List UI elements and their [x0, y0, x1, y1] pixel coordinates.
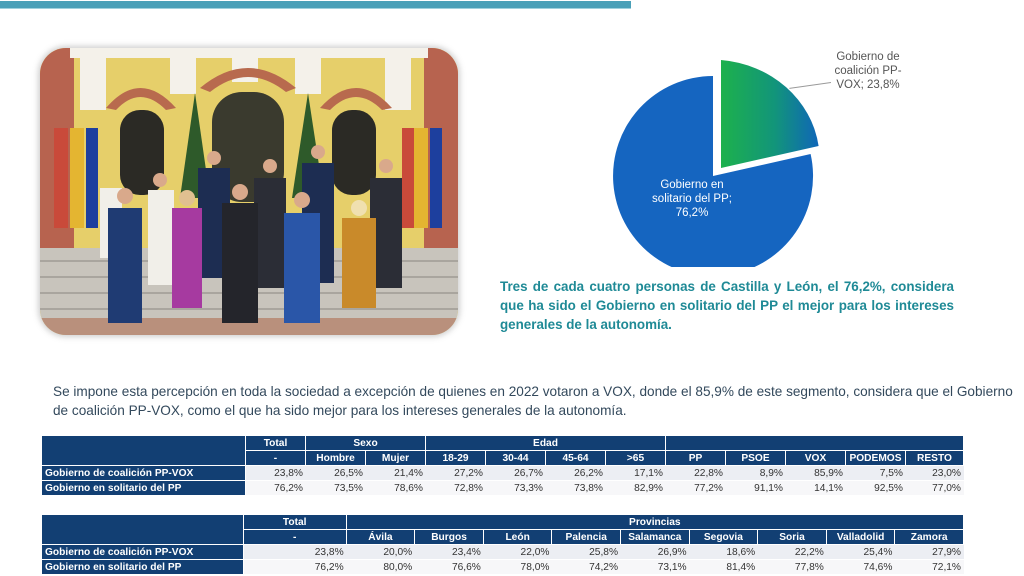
table-cell: 7,5%: [846, 466, 906, 481]
table-cell: 91,1%: [726, 481, 786, 496]
header-accent-bar: [0, 1, 631, 9]
photo-illustration: [40, 48, 458, 335]
column-header: Zamora: [895, 530, 964, 545]
table-cell: 26,7%: [486, 466, 546, 481]
pie-label-coalicion: Gobierno de coalición PP- VOX; 23,8%: [834, 51, 902, 91]
table-cell: 73,8%: [546, 481, 606, 496]
table-cell: 8,9%: [726, 466, 786, 481]
pie-slice-coalicion: [721, 60, 819, 168]
table-cell: 18,6%: [689, 545, 759, 560]
table-cell: 82,9%: [606, 481, 666, 496]
table-cell: 77,8%: [758, 560, 827, 575]
pie-chart: [610, 52, 840, 276]
table-cell: 27,9%: [895, 545, 964, 560]
column-header: -: [246, 451, 306, 466]
table-cell: 27,2%: [426, 466, 486, 481]
column-header: Segovia: [689, 530, 759, 545]
pie-label-pp-solo: Gobierno en solitario del PP; 76,2%: [652, 179, 732, 219]
government-group-photo: [40, 48, 458, 335]
table-row: Gobierno de coalición PP-VOX 23,8% 20,0%…: [42, 545, 964, 560]
column-header: -: [243, 530, 347, 545]
column-header: Hombre: [306, 451, 366, 466]
table-cell: 73,1%: [621, 560, 690, 575]
column-header: PODEMOS: [846, 451, 906, 466]
results-by-province-table: Total Provincias - Ávila Burgos León Pal…: [42, 515, 964, 575]
pie-slice-pp-solo: [613, 76, 814, 276]
table-cell: 22,0%: [483, 545, 553, 560]
table-cell: 76,6%: [415, 560, 484, 575]
column-header: Soria: [758, 530, 827, 545]
table-row: Gobierno en solitario del PP 76,2% 80,0%…: [42, 560, 964, 575]
table-cell: 23,4%: [415, 545, 484, 560]
row-label: Gobierno de coalición PP-VOX: [42, 545, 244, 560]
pie-chart-svg: [613, 60, 819, 276]
column-header: León: [483, 530, 553, 545]
column-header: Ávila: [346, 530, 416, 545]
table-corner: [42, 515, 244, 545]
column-header: PSOE: [726, 451, 786, 466]
table-cell: 72,1%: [895, 560, 964, 575]
table-corner: [42, 436, 246, 466]
table-cell: 73,5%: [306, 481, 366, 496]
table-cell: 72,8%: [426, 481, 486, 496]
column-header: Salamanca: [621, 530, 690, 545]
table-cell: 14,1%: [786, 481, 846, 496]
table-row: Gobierno de coalición PP-VOX 23,8% 26,5%…: [42, 466, 964, 481]
table-cell: 77,2%: [666, 481, 726, 496]
table-cell: 80,0%: [346, 560, 416, 575]
table-cell: 76,2%: [243, 560, 347, 575]
column-header: Burgos: [415, 530, 484, 545]
table-cell: 21,4%: [366, 466, 426, 481]
table-cell: 85,9%: [786, 466, 846, 481]
column-header: VOX: [786, 451, 846, 466]
column-header: PP: [666, 451, 726, 466]
row-label: Gobierno en solitario del PP: [42, 481, 246, 496]
column-header: 45-64: [546, 451, 606, 466]
table-cell: 22,2%: [758, 545, 827, 560]
results-by-sex-age-party-table: Total Sexo Edad - Hombre Mujer 18-29 30-…: [42, 436, 964, 496]
group-header-sexo: Sexo: [306, 436, 426, 451]
column-header: >65: [606, 451, 666, 466]
table-cell: 23,8%: [246, 466, 306, 481]
column-header: Palencia: [552, 530, 622, 545]
table-cell: 22,8%: [666, 466, 726, 481]
table-cell: 76,2%: [246, 481, 306, 496]
column-header: 30-44: [486, 451, 546, 466]
table-cell: 73,3%: [486, 481, 546, 496]
table-cell: 26,2%: [546, 466, 606, 481]
table-cell: 17,1%: [606, 466, 666, 481]
column-header: RESTO: [906, 451, 964, 466]
row-label: Gobierno en solitario del PP: [42, 560, 244, 575]
column-header: Mujer: [366, 451, 426, 466]
table-cell: 25,4%: [826, 545, 896, 560]
row-label: Gobierno de coalición PP-VOX: [42, 466, 246, 481]
table-cell: 78,6%: [366, 481, 426, 496]
table-cell: 26,9%: [621, 545, 690, 560]
table-cell: 81,4%: [689, 560, 759, 575]
table-cell: 20,0%: [346, 545, 416, 560]
group-header-edad: Edad: [426, 436, 666, 451]
group-header-total: Total: [246, 436, 306, 451]
table-cell: 92,5%: [846, 481, 906, 496]
table-cell: 25,8%: [552, 545, 622, 560]
table-row: Gobierno en solitario del PP 76,2% 73,5%…: [42, 481, 964, 496]
intro-paragraph: Se impone esta percepción en toda la soc…: [53, 384, 1013, 418]
table-cell: 23,0%: [906, 466, 964, 481]
table-cell: 78,0%: [483, 560, 553, 575]
group-header-partido: [666, 436, 964, 451]
headline-text: Tres de cada cuatro personas de Castilla…: [500, 279, 954, 332]
table-cell: 77,0%: [906, 481, 964, 496]
group-header-provincias: Provincias: [346, 515, 964, 530]
table-cell: 26,5%: [306, 466, 366, 481]
table-cell: 23,8%: [243, 545, 347, 560]
table-cell: 74,2%: [552, 560, 622, 575]
group-header-total: Total: [243, 515, 347, 530]
column-header: Valladolid: [826, 530, 896, 545]
column-header: 18-29: [426, 451, 486, 466]
table-cell: 74,6%: [826, 560, 896, 575]
